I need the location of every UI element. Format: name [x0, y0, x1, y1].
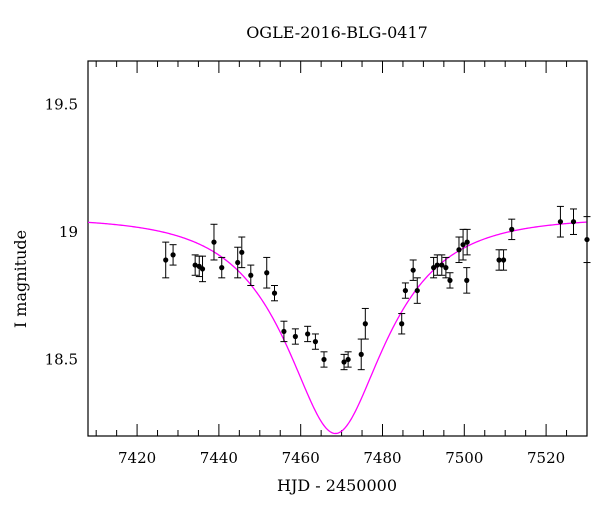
data-marker: [509, 226, 515, 232]
data-marker: [439, 262, 445, 268]
data-marker: [496, 257, 502, 263]
data-point: [320, 351, 328, 368]
data-marker: [305, 331, 311, 337]
y-axis: 18.5 19 19.5: [45, 95, 78, 368]
data-marker: [584, 236, 590, 243]
data-point: [463, 267, 471, 294]
data-point: [409, 259, 417, 281]
data-marker: [362, 321, 368, 327]
plot-border: [87, 60, 588, 437]
data-point: [463, 228, 471, 256]
data-marker: [557, 219, 564, 225]
x-tick-label: 7500: [445, 449, 483, 467]
x-axis: 7420 7440 7460 7480 7500 7520: [95, 61, 588, 467]
data-marker: [199, 266, 206, 272]
data-marker: [345, 356, 351, 363]
data-point: [304, 325, 312, 343]
data-marker: [443, 265, 449, 271]
data-marker: [312, 339, 319, 345]
y-tick-label: 19.5: [45, 95, 78, 113]
y-tick-label: 18.5: [45, 350, 78, 368]
data-point: [210, 223, 218, 261]
data-marker: [235, 259, 241, 266]
data-marker: [410, 267, 416, 273]
data-point: [291, 328, 299, 345]
data-marker: [271, 290, 278, 296]
x-tick-label: 7520: [527, 449, 565, 467]
data-marker: [211, 239, 217, 245]
data-point: [280, 320, 288, 343]
data-marker: [447, 277, 453, 283]
data-marker: [264, 270, 270, 276]
model-curve: [87, 221, 588, 435]
data-marker: [292, 333, 298, 340]
data-point: [238, 236, 246, 269]
data-marker: [321, 356, 327, 363]
data-point: [218, 256, 226, 279]
data-point: [162, 241, 170, 279]
data-point: [169, 244, 177, 266]
data-marker: [456, 247, 462, 253]
y-tick-label: 19: [59, 223, 78, 241]
data-point: [191, 254, 199, 276]
x-axis-label: HJD - 2450000: [277, 476, 397, 495]
data-marker: [163, 257, 169, 263]
data-marker: [192, 262, 198, 268]
data-point: [583, 216, 591, 264]
data-point: [195, 255, 203, 278]
model-curve-layer: [87, 221, 588, 435]
data-point: [401, 282, 409, 299]
data-marker: [464, 239, 470, 245]
data-marker: [460, 242, 466, 248]
data-point: [247, 264, 255, 286]
data-point: [413, 277, 421, 304]
data-point: [442, 256, 450, 279]
data-point: [271, 284, 279, 302]
data-marker: [500, 257, 507, 263]
data-marker: [402, 287, 408, 294]
x-tick-label: 7420: [118, 449, 156, 467]
data-point: [570, 208, 578, 235]
plot-frame: [87, 60, 588, 437]
data-marker: [399, 321, 405, 327]
data-points-layer: [162, 205, 591, 371]
data-marker: [219, 265, 225, 271]
data-marker: [431, 265, 437, 271]
x-tick-label: 7440: [200, 449, 238, 467]
y-axis-label: I magnitude: [11, 230, 30, 328]
data-marker: [248, 272, 254, 278]
data-marker: [414, 287, 420, 294]
data-point: [398, 313, 406, 335]
data-point: [508, 218, 516, 241]
data-marker: [239, 249, 245, 255]
x-tick-label: 7480: [363, 449, 401, 467]
data-point: [459, 228, 467, 261]
data-point: [455, 236, 463, 264]
data-point: [438, 254, 446, 276]
data-marker: [434, 262, 440, 268]
data-point: [500, 249, 508, 271]
data-marker: [341, 359, 347, 365]
data-marker: [281, 328, 287, 335]
data-point: [361, 307, 369, 340]
data-marker: [358, 351, 364, 357]
data-point: [556, 205, 564, 238]
data-point: [311, 333, 319, 350]
data-point: [357, 338, 365, 371]
data-point: [344, 351, 352, 368]
chart-title: OGLE-2016-BLG-0417: [246, 23, 428, 42]
data-point: [199, 255, 207, 283]
data-point: [234, 246, 242, 279]
data-point: [340, 353, 348, 371]
data-point: [446, 272, 454, 289]
data-point: [263, 256, 271, 289]
data-marker: [464, 277, 470, 283]
data-marker: [170, 252, 176, 258]
x-tick-label: 7460: [282, 449, 320, 467]
data-marker: [570, 219, 577, 225]
data-point: [430, 256, 438, 279]
